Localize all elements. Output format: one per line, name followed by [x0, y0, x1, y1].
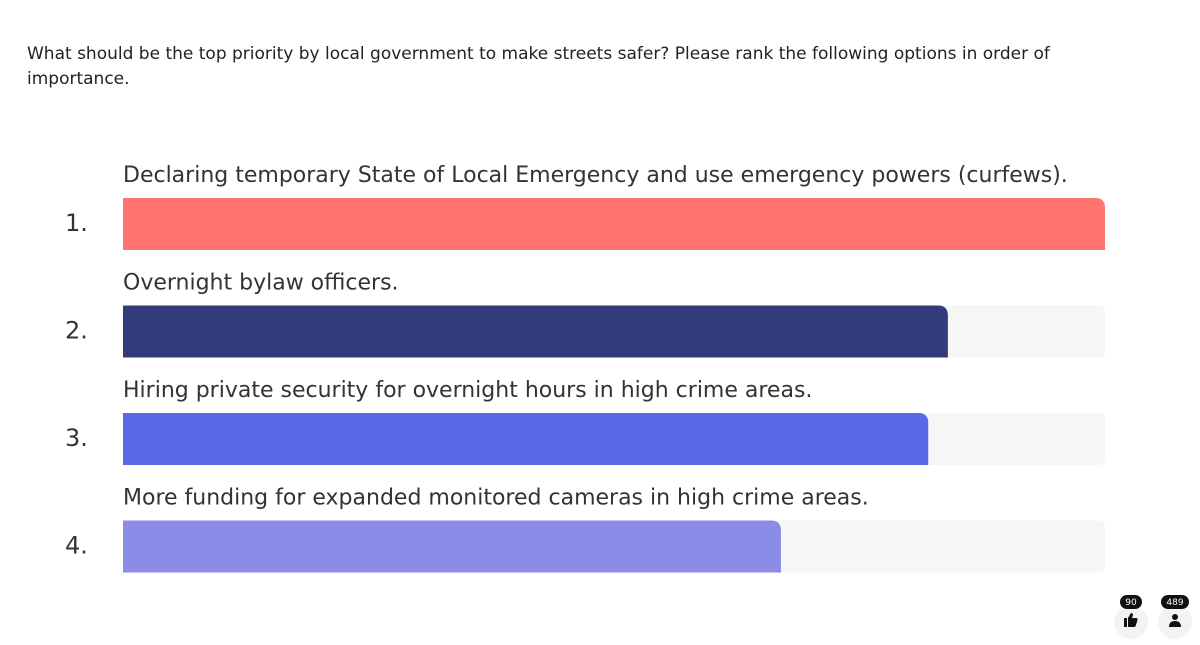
reactions-count: 90 — [1125, 598, 1137, 608]
rank-label: 3. — [65, 424, 88, 452]
rank-label: 2. — [65, 317, 88, 345]
participants-count: 489 — [1166, 598, 1183, 608]
badge — [1161, 595, 1189, 609]
bar — [123, 198, 1105, 250]
reactions-button[interactable]: 90 — [1114, 595, 1148, 639]
person-head — [1172, 614, 1178, 620]
participants-button[interactable]: 489 — [1158, 595, 1192, 639]
thumb-icon — [1124, 613, 1138, 627]
rank-label: 4. — [65, 532, 88, 560]
option-label: Hiring private security for overnight ho… — [123, 378, 812, 403]
bar — [123, 520, 781, 573]
option-label: Declaring temporary State of Local Emerg… — [123, 163, 1068, 188]
option-label: More funding for expanded monitored came… — [123, 486, 869, 511]
rank-label: 1. — [65, 209, 88, 237]
bar — [123, 305, 948, 358]
bar — [123, 413, 929, 465]
question-line-2: importance. — [27, 69, 130, 89]
option-label: Overnight bylaw officers. — [123, 271, 399, 296]
question-line-1: What should be the top priority by local… — [27, 44, 1051, 64]
badge — [1120, 595, 1142, 609]
person-body — [1169, 621, 1181, 627]
